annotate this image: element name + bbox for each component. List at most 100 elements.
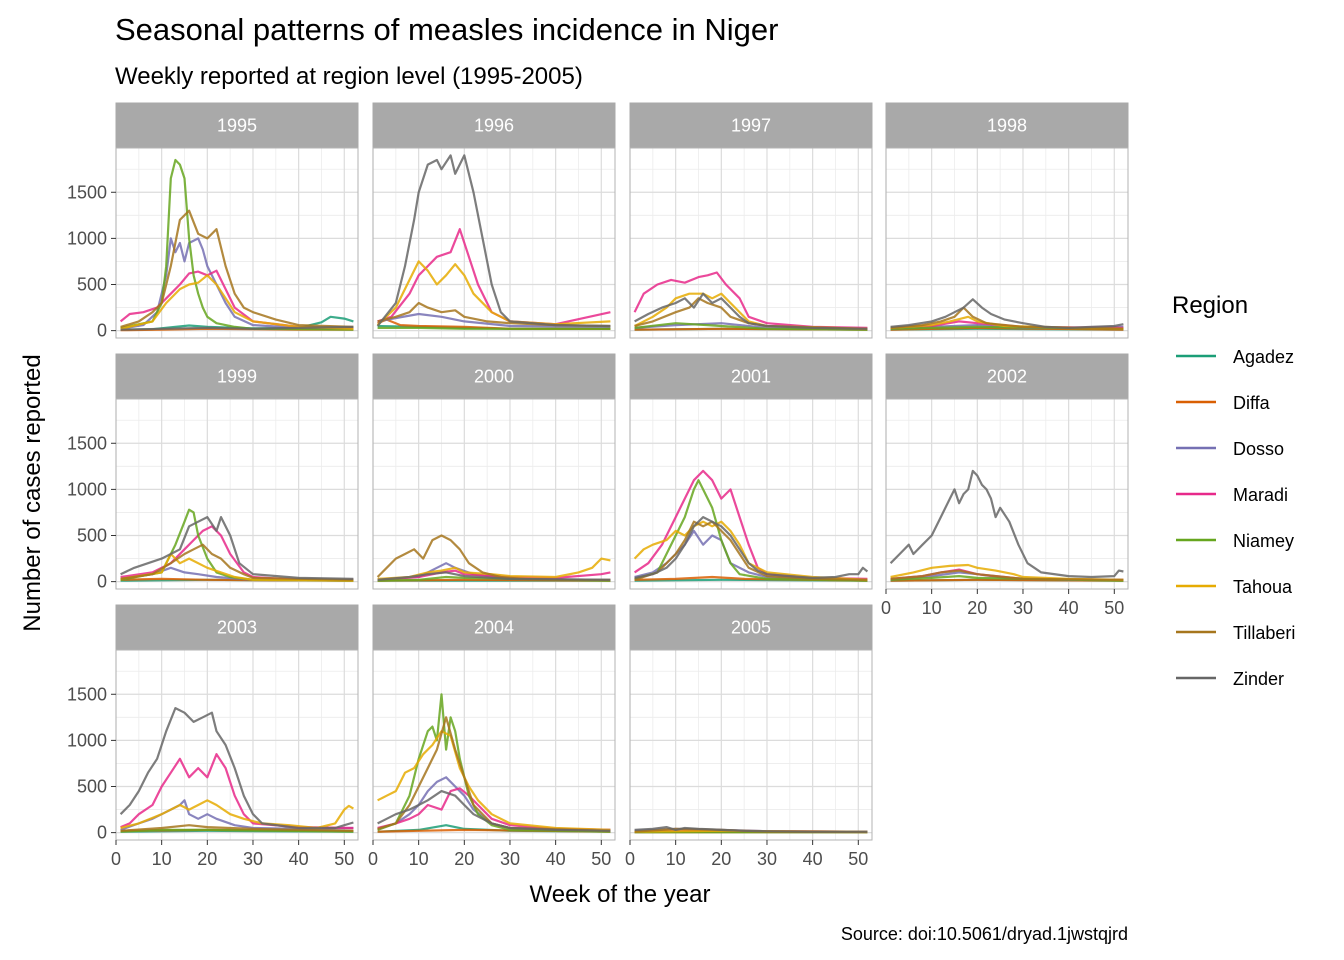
series-line-zinder-2005	[634, 826, 868, 833]
legend-title: Region	[1172, 292, 1248, 319]
facet-strip-label: 1995	[217, 116, 257, 136]
facet-panel-2003: 2003 0 500 1000 1500 0 10 20 30 40 50	[67, 604, 359, 869]
facet-strip	[372, 353, 616, 400]
y-tick-label: 0	[97, 321, 107, 341]
y-tick-label: 500	[77, 275, 107, 295]
facet-strip	[372, 102, 616, 149]
chart-caption: Source: doi:10.5061/dryad.1jwstqjrd	[841, 924, 1128, 944]
legend-entry-tahoua: Tahoua	[1176, 577, 1293, 597]
series-line-niamey-2003	[120, 828, 354, 833]
panel-background	[116, 148, 358, 338]
facet-strip-label: 2003	[217, 618, 257, 638]
chart-title: Seasonal patterns of measles incidence i…	[115, 12, 778, 47]
series-line-zinder-2000	[377, 571, 611, 581]
x-tick-label: 50	[848, 849, 868, 869]
x-tick-label: 50	[1104, 598, 1124, 618]
x-tick-label: 30	[500, 849, 520, 869]
series-line-zinder-2004	[377, 790, 611, 832]
x-tick-label: 40	[1059, 598, 1079, 618]
series-line-tahoua-2002	[890, 563, 1124, 581]
y-tick-label: 0	[97, 823, 107, 843]
facet-panel-2001: 2001	[629, 353, 873, 590]
facet-panel-1996: 1996	[372, 102, 616, 339]
series-line-zinder-1995	[120, 325, 354, 331]
panel-border	[372, 649, 616, 841]
panel-background	[630, 148, 872, 338]
series-line-tillaberi-2003	[120, 824, 354, 832]
legend-entry-niamey: Niamey	[1176, 531, 1294, 551]
panel-border	[885, 398, 1129, 590]
x-tick-label: 10	[409, 849, 429, 869]
series-line-zinder-2002	[889, 469, 1124, 579]
facet-strip-label: 2002	[987, 367, 1027, 387]
series-line-niamey-1997	[634, 322, 868, 331]
facet-strip-label: 1999	[217, 367, 257, 387]
legend-label: Agadez	[1233, 347, 1294, 367]
series-line-zinder-2003	[119, 707, 354, 830]
legend-entry-agadez: Agadez	[1176, 347, 1294, 367]
facet-panel-1999: 1999 0 500 1000 1500	[67, 353, 359, 592]
panel-background	[886, 148, 1128, 338]
facet-strip-label: 2005	[731, 618, 771, 638]
series-line-dosso-1996	[377, 312, 611, 328]
legend-label: Niamey	[1233, 531, 1294, 551]
facet-strip-label: 1998	[987, 116, 1027, 136]
series-line-tahoua-2003	[120, 799, 354, 830]
facet-panel-2005: 2005 0 10 20 30 40 50	[625, 604, 873, 869]
facet-strip-label: 2000	[474, 367, 514, 387]
y-tick-label: 1000	[67, 730, 107, 750]
legend-entry-dosso: Dosso	[1176, 439, 1284, 459]
series-line-tillaberi-2002	[890, 569, 1124, 581]
legend-label: Maradi	[1233, 485, 1288, 505]
facet-strip	[885, 102, 1129, 149]
panel-background	[373, 399, 615, 589]
legend-label: Dosso	[1233, 439, 1284, 459]
facet-panel-1998: 1998	[885, 102, 1129, 339]
facet-strip-label: 1997	[731, 116, 771, 136]
series-line-tillaberi-1999	[120, 543, 354, 581]
facet-panel-2004: 2004 0 10 20 30 40 50	[368, 604, 616, 869]
legend-label: Tahoua	[1233, 577, 1293, 597]
facet-strip-label: 2001	[731, 367, 771, 387]
x-tick-label: 50	[591, 849, 611, 869]
y-tick-label: 500	[77, 526, 107, 546]
legend-label: Zinder	[1233, 669, 1284, 689]
facet-strip	[115, 102, 359, 149]
facet-strip	[629, 604, 873, 651]
series-line-tahoua-2004	[377, 730, 611, 831]
facet-strip	[629, 102, 873, 149]
series-line-tahoua-1997	[634, 292, 868, 330]
legend-entry-tillaberi: Tillaberi	[1176, 623, 1295, 643]
panel-border	[115, 147, 359, 339]
panel-border	[629, 147, 873, 339]
facet-strip	[372, 604, 616, 651]
panel-background	[886, 399, 1128, 589]
facet-strip	[115, 353, 359, 400]
series-line-tahoua-1995	[120, 274, 354, 330]
y-tick-label: 1000	[67, 479, 107, 499]
series-line-niamey-1996	[377, 326, 611, 330]
x-tick-label: 0	[111, 849, 121, 869]
facet-strip-label: 1996	[474, 116, 514, 136]
series-line-maradi-1997	[633, 271, 868, 329]
facet-panel-2002: 2002 0 10 20 30 40 50	[881, 353, 1129, 618]
x-tick-label: 10	[152, 849, 172, 869]
legend-entry-maradi: Maradi	[1176, 485, 1288, 505]
legend-entry-diffa: Diffa	[1176, 393, 1271, 413]
x-axis-title: Week of the year	[530, 881, 711, 908]
x-tick-label: 30	[1013, 598, 1033, 618]
series-line-maradi-2004	[377, 787, 611, 831]
series-line-zinder-1999	[120, 516, 354, 580]
y-tick-label: 0	[97, 572, 107, 592]
series-line-zinder-1996	[376, 154, 611, 328]
panel-border	[629, 649, 873, 841]
x-tick-label: 0	[368, 849, 378, 869]
x-tick-label: 40	[289, 849, 309, 869]
x-tick-label: 30	[243, 849, 263, 869]
legend: Region Agadez Diffa Dosso Maradi Niamey Tahou…	[1172, 292, 1295, 689]
series-line-zinder-1998	[890, 298, 1124, 329]
x-tick-label: 50	[334, 849, 354, 869]
series-line-tillaberi-1995	[120, 209, 354, 328]
facet-strip	[115, 604, 359, 651]
